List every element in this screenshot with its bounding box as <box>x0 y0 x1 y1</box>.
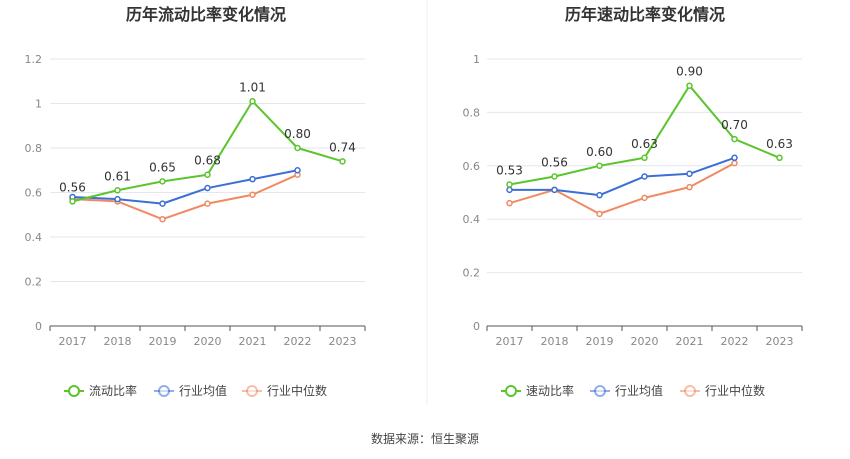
x-tick-label: 2022 <box>721 335 749 348</box>
data-label: 0.61 <box>104 169 131 183</box>
y-tick-label: 0.6 <box>463 160 481 173</box>
data-point <box>506 181 513 188</box>
legend-label: 行业均值 <box>179 383 227 398</box>
data-point <box>339 158 346 165</box>
series-line-industry-average <box>509 156 735 197</box>
data-point <box>506 186 513 194</box>
data-point <box>114 187 121 194</box>
chart-title: 历年流动比率变化情况 <box>126 5 286 24</box>
series-line-primary <box>509 84 780 186</box>
y-tick-label: 0 <box>35 320 42 333</box>
legend-label: 行业中位数 <box>267 383 327 398</box>
data-point <box>641 173 648 180</box>
data-label: 0.56 <box>541 155 568 169</box>
data-label: 0.53 <box>496 163 523 177</box>
y-tick-label: 0 <box>473 320 480 333</box>
data-point <box>731 135 738 143</box>
series-line-industry-median <box>509 162 735 215</box>
data-point <box>204 200 211 207</box>
series-line-industry-average <box>72 169 298 205</box>
y-tick-label: 0.8 <box>463 106 481 119</box>
current-ratio-chart: 历年流动比率变化情况 0 0.2 0.4 0.6 0.8 1 1.2 2017 2018 2019… <box>25 5 366 398</box>
data-point <box>641 194 648 202</box>
legend-label: 速动比率 <box>526 383 574 398</box>
y-tick-label: 0.2 <box>25 276 43 289</box>
data-point <box>249 191 256 198</box>
data-label: 0.74 <box>329 140 356 154</box>
x-tick-label: 2023 <box>329 335 357 348</box>
legend-marker-icon <box>684 385 696 397</box>
data-point <box>776 154 783 162</box>
x-tick-label: 2017 <box>496 335 524 348</box>
series-line-industry-median <box>72 173 298 221</box>
y-tick-label: 0.6 <box>25 187 43 200</box>
data-point <box>159 215 166 223</box>
data-point <box>69 198 76 205</box>
x-tick-label: 2023 <box>766 335 794 348</box>
chart-title: 历年速动比率变化情况 <box>565 5 725 24</box>
y-tick-label: 1.2 <box>25 53 43 66</box>
x-tick-label: 2017 <box>59 335 87 348</box>
data-point <box>686 170 693 178</box>
x-tick-label: 2018 <box>541 335 569 348</box>
data-point <box>249 175 256 183</box>
data-point <box>294 167 301 174</box>
data-label: 0.60 <box>586 145 613 159</box>
source-note: 数据来源：恒生聚源 <box>371 431 479 446</box>
legend-label: 行业中位数 <box>705 383 765 398</box>
data-point <box>731 159 738 167</box>
data-point <box>596 162 603 170</box>
data-label: 0.80 <box>284 127 311 141</box>
data-label: 0.56 <box>59 180 86 194</box>
x-tick-label: 2018 <box>104 335 132 348</box>
y-tick-label: 1 <box>35 98 42 111</box>
x-tick-label: 2021 <box>239 335 267 348</box>
data-point <box>686 82 693 89</box>
legend-label: 流动比率 <box>89 383 137 398</box>
data-label: 0.90 <box>676 65 703 79</box>
x-tick-label: 2019 <box>586 335 614 348</box>
data-point <box>249 98 256 105</box>
x-tick-label: 2020 <box>194 335 222 348</box>
y-tick-label: 0.4 <box>25 231 43 244</box>
data-point <box>731 154 738 162</box>
data-point <box>114 195 121 203</box>
legend-label: 行业均值 <box>615 383 663 398</box>
x-tick-label: 2022 <box>284 335 312 348</box>
y-tick-label: 0.8 <box>25 142 43 155</box>
data-label: 0.63 <box>631 137 658 151</box>
data-point <box>294 144 301 152</box>
data-point <box>204 184 211 192</box>
data-point <box>506 199 513 207</box>
data-label: 0.65 <box>149 160 176 174</box>
data-point <box>159 200 166 207</box>
data-point <box>551 173 558 180</box>
data-point <box>596 191 603 199</box>
x-tick-label: 2019 <box>149 335 177 348</box>
y-tick-label: 0.4 <box>463 213 481 226</box>
legend-marker-icon <box>505 385 517 397</box>
data-point <box>159 178 166 185</box>
data-point <box>686 183 693 191</box>
x-tick-label: 2021 <box>676 335 704 348</box>
legend-marker-icon <box>246 385 258 397</box>
legend-marker-icon <box>158 385 170 397</box>
x-tick-label: 2020 <box>631 335 659 348</box>
quick-ratio-chart: 历年速动比率变化情况 0 0.2 0.4 0.6 0.8 1 2017 2018 2019 202… <box>463 5 803 398</box>
y-tick-label: 1 <box>473 53 480 66</box>
legend-marker-icon <box>68 385 80 397</box>
data-point <box>641 154 648 162</box>
data-label: 0.70 <box>721 118 748 132</box>
data-point <box>204 171 211 178</box>
data-label: 0.68 <box>194 154 221 168</box>
data-label: 0.63 <box>766 137 793 151</box>
data-point <box>551 186 558 194</box>
y-tick-label: 0.2 <box>463 267 481 280</box>
data-label: 1.01 <box>239 80 266 94</box>
data-point <box>596 210 603 218</box>
legend-marker-icon <box>594 385 606 397</box>
